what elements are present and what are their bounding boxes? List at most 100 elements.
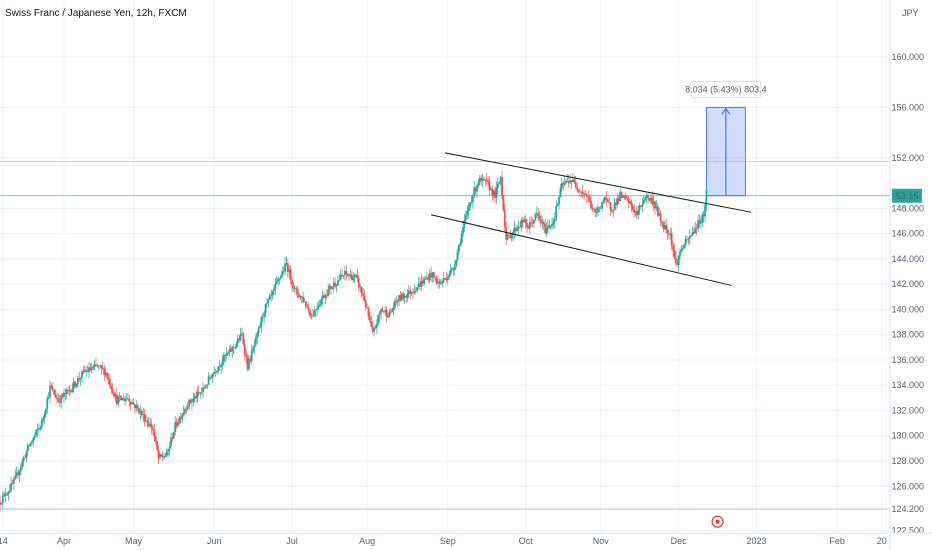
candle-body [576,187,579,190]
candle-body [384,310,387,312]
candle-body [530,222,533,224]
candle-body [177,422,179,426]
candle-body [11,483,14,484]
candle-body [261,316,264,318]
candle-body [58,401,61,403]
candle-body [663,224,666,229]
candle-body [188,399,191,407]
candle-body [395,300,398,302]
candle-body [407,290,410,295]
candle-body [125,398,128,400]
candle-body [213,371,216,374]
candle-body [332,282,335,288]
candle-body [67,389,70,391]
candle-body [15,472,18,476]
candle-body [677,255,680,265]
candle-body [142,414,145,416]
candle-body [547,225,549,229]
candle-body [509,234,512,239]
candle-body [138,408,140,414]
candle-body [159,454,161,459]
candle-body [160,454,163,457]
candle-body [704,205,706,217]
candle-body [385,310,388,317]
candle-body [534,214,537,220]
x-axis[interactable]: 14 Apr May Jun Jul Aug Sep Oct Nov Dec 2023 Feb 20 [0,532,932,546]
candle-body [609,202,612,210]
trend-channel[interactable] [430,152,752,286]
candle-body [86,370,89,373]
candle-body [104,372,107,376]
candle-body [491,188,494,196]
candle-body [558,197,560,205]
candle-body [588,197,591,201]
candle-body [278,278,281,280]
candle-body [409,290,412,295]
event-marker[interactable] [711,515,724,528]
candle-body [459,243,462,245]
candle-body [17,472,19,476]
candle-body [544,224,547,234]
y-tick-label: 160.000 [891,52,924,62]
candle-body [292,285,295,289]
candle-body [70,390,72,393]
candle-body [456,251,459,261]
candle-body [121,398,124,401]
candle-body [528,222,531,229]
candle-body [676,263,679,265]
candle-body [515,227,517,231]
candle-body [462,227,464,234]
candle-body [466,211,469,216]
candle-body [392,307,395,310]
candle-body [92,366,95,369]
candle-body [626,198,629,200]
chart-title: Swiss Franc / Japanese Yen, 12h, FXCM [5,8,187,19]
channel-upper-line[interactable] [444,152,752,213]
measure-tool[interactable]: 8.034 (5.43%) 803.4 [685,80,767,197]
candle-body [307,307,310,312]
candle-body [334,282,337,287]
marker-dot [715,519,720,524]
measure-arrow-head [721,107,731,115]
candle-body [274,283,277,289]
y-axis[interactable]: 160.000 156.000 152.000 148.000 146.000 144.0… [889,0,924,550]
candle-body [460,233,463,244]
candle-body [154,436,157,442]
candle-body [610,209,613,212]
candle-body [199,392,202,394]
candle-body [114,394,117,397]
candle-body [373,327,375,332]
candle-body [578,191,581,193]
candle-body [117,397,120,404]
y-tick-label: 148.000 [891,203,924,213]
candle-body [330,286,332,289]
candle-body [505,227,508,240]
candle-body [209,376,211,378]
candle-body [182,412,185,415]
candle-body [241,333,243,335]
candle-body [200,391,203,393]
candle-body [335,285,338,287]
candle-body [667,233,670,235]
candle-body [449,270,452,276]
currency-label: JPY [902,8,919,18]
candle-body [4,493,7,496]
candle-body [513,227,516,232]
candle-body [49,385,51,397]
candle-body [535,213,538,215]
x-tick-label: Aug [359,536,375,546]
candle-body [382,311,385,313]
candle-body [662,222,665,229]
candle-body [320,299,323,305]
candle-body [295,288,298,290]
candle-body [217,366,220,371]
candle-body [644,197,647,201]
candle-body [661,221,663,223]
candle-body [210,377,213,379]
candle-body [498,181,501,184]
candle-body [57,398,60,402]
channel-lower-line[interactable] [430,214,732,286]
candle-body [489,188,492,191]
candle-body [256,332,259,338]
